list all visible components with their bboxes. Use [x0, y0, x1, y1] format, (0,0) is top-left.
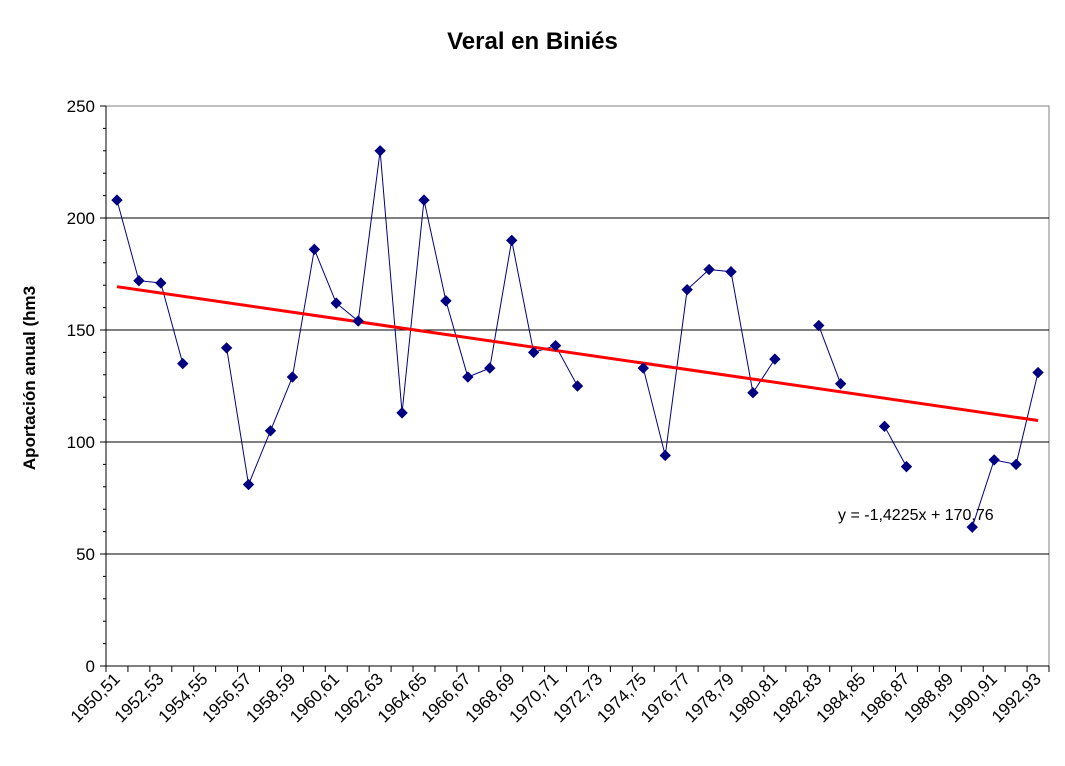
- y-tick-label: 0: [86, 657, 95, 676]
- data-point: [1010, 458, 1022, 471]
- data-point: [462, 371, 474, 383]
- data-point: [133, 275, 145, 287]
- series-line: [818, 325, 842, 384]
- data-point: [571, 380, 584, 392]
- data-point: [155, 277, 167, 289]
- data-point: [177, 357, 189, 370]
- data-point: [374, 145, 386, 157]
- data-point: [769, 353, 781, 365]
- data-point: [966, 521, 978, 533]
- data-point: [286, 371, 299, 383]
- data-point: [484, 362, 496, 374]
- data-point: [308, 243, 321, 256]
- y-tick-label: 250: [67, 97, 95, 116]
- data-point: [330, 297, 342, 309]
- data-point: [834, 378, 847, 390]
- data-point: [352, 315, 364, 327]
- data-point: [220, 342, 233, 354]
- data-point: [264, 425, 277, 437]
- data-point: [1032, 366, 1044, 379]
- series-line: [884, 426, 907, 467]
- data-point: [506, 234, 518, 247]
- data-point: [878, 420, 891, 433]
- data-point: [242, 478, 255, 491]
- data-point: [396, 407, 408, 419]
- data-point: [549, 339, 562, 352]
- series-line: [116, 199, 184, 364]
- data-point: [988, 454, 1000, 466]
- data-point: [725, 266, 737, 278]
- data-point: [703, 263, 715, 276]
- y-tick-label: 200: [67, 209, 95, 228]
- x-tick-label: 1992,93: [988, 669, 1045, 726]
- trendline: [116, 285, 1039, 422]
- data-point: [813, 319, 825, 332]
- data-point: [527, 346, 540, 359]
- data-point: [637, 362, 649, 374]
- y-tick-label: 150: [67, 321, 95, 340]
- chart-title: Veral en Biniés: [447, 28, 618, 55]
- data-point: [440, 295, 452, 307]
- data-point: [659, 449, 671, 462]
- data-point: [111, 194, 123, 206]
- y-tick-label: 50: [76, 545, 95, 564]
- data-point: [681, 283, 693, 296]
- data-point: [747, 387, 759, 399]
- y-tick-label: 100: [67, 433, 95, 452]
- data-point: [900, 460, 913, 473]
- data-point: [418, 194, 430, 206]
- trendline-equation: y = -1,4225x + 170,76: [838, 507, 994, 524]
